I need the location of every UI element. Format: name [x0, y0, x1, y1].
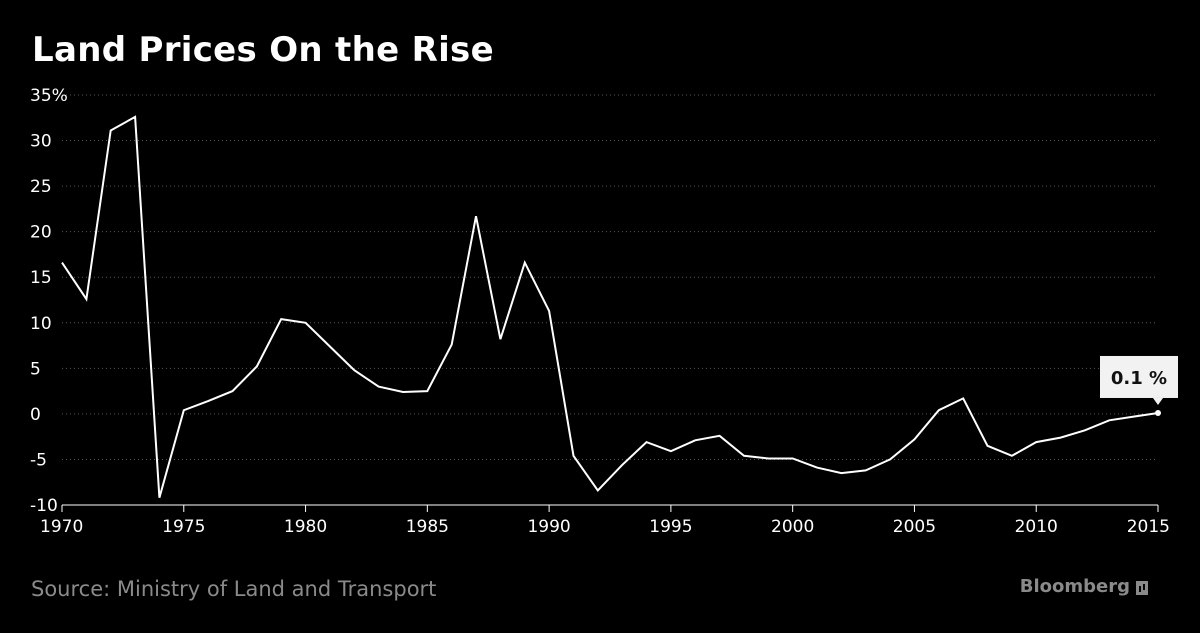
y-tick-label: -10 — [30, 496, 58, 516]
brand-name: Bloomberg — [1019, 576, 1130, 597]
y-tick-label: 10 — [30, 314, 52, 334]
x-tick-label: 1985 — [406, 517, 449, 537]
x-tick-label: 1990 — [527, 517, 570, 537]
brand-logo: Bloomberg — [1020, 576, 1148, 597]
endpoint-dot — [1155, 409, 1161, 416]
y-axis: 35% 30 25 20 15 10 5 0 -5 -10 — [30, 86, 68, 516]
y-tick-label: 0 — [30, 405, 41, 425]
x-tick-label: 2000 — [771, 517, 814, 537]
y-tick-label: -5 — [30, 450, 47, 470]
x-axis: 1970 1975 1980 1985 1990 1995 2000 2005 2010 2015 — [40, 504, 1170, 537]
y-tick-label: 25 — [30, 177, 52, 197]
x-tick-label: 2010 — [1015, 517, 1058, 537]
annotation-layer: 0.1 % — [1100, 355, 1178, 416]
x-tick-label: 1975 — [162, 517, 205, 537]
callout-pointer — [1153, 397, 1163, 405]
x-tick-label: 2015 — [1127, 517, 1170, 537]
x-tick-label: 1980 — [284, 517, 327, 537]
series-line — [61, 115, 1159, 498]
callout-box — [1100, 355, 1178, 398]
source-note: Source: Ministry of Land and Transport — [31, 577, 437, 601]
callout-label: 0.1 % — [1111, 368, 1167, 389]
y-tick-label: 15 — [30, 268, 52, 288]
series-layer — [61, 115, 1159, 498]
y-tick-label: 30 — [30, 132, 52, 152]
chart-title: Land Prices On the Rise — [32, 30, 494, 70]
y-tick-label: 35% — [30, 86, 68, 106]
x-tick-label: 2005 — [893, 517, 936, 537]
x-tick-label: 1995 — [649, 517, 692, 537]
y-tick-label: 5 — [30, 359, 41, 379]
x-tick-label: 1970 — [40, 517, 83, 537]
y-tick-label: 20 — [30, 223, 52, 243]
grid-lines — [62, 94, 1158, 460]
bloomberg-chart-icon — [1136, 580, 1148, 595]
